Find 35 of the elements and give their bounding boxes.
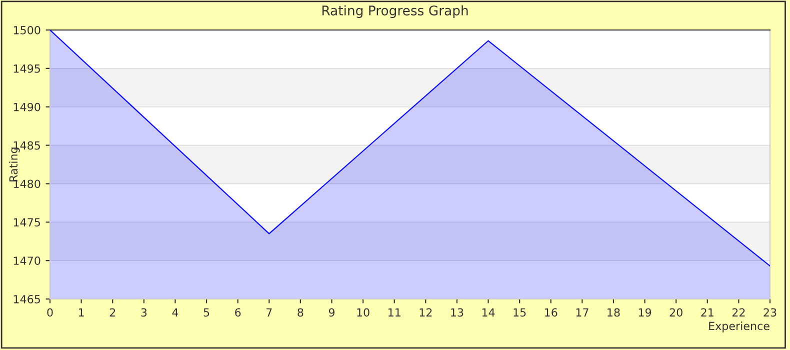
x-tick-label: 2: [110, 308, 116, 316]
y-tick-label: 1470: [14, 256, 40, 265]
x-tick-label: 20: [670, 308, 682, 317]
x-tick-label: 4: [172, 308, 178, 316]
x-tick-label: 17: [576, 308, 588, 316]
chart-title: Rating Progress Graph: [322, 5, 468, 18]
y-tick-label: 1485: [14, 141, 40, 150]
x-tick-label: 14: [482, 308, 495, 316]
y-tick-label: 1500: [14, 26, 40, 34]
x-tick-label: 23: [764, 308, 776, 317]
y-tick-label: 1480: [14, 180, 40, 188]
x-tick-label: 19: [638, 308, 652, 317]
x-axis-title: Experience: [709, 322, 770, 332]
y-tick-label: 1495: [14, 64, 40, 73]
x-tick-label: 16: [545, 308, 558, 317]
y-tick-label: 1465: [14, 294, 40, 304]
x-tick-label: 9: [328, 308, 334, 317]
x-tick-label: 3: [141, 308, 147, 317]
x-tick-label: 22: [732, 308, 745, 316]
x-tick-label: 18: [608, 308, 620, 317]
x-tick-label: 7: [266, 308, 272, 316]
x-tick-label: 11: [388, 308, 400, 316]
y-tick-label: 1475: [14, 218, 40, 227]
x-tick-label: 13: [451, 308, 464, 317]
x-tick-label: 1: [78, 308, 84, 316]
y-axis-title: Rating: [9, 148, 20, 182]
x-tick-label: 21: [701, 308, 714, 316]
x-tick-label: 0: [47, 308, 53, 317]
x-tick-label: 15: [514, 308, 526, 317]
x-tick-label: 12: [420, 308, 432, 316]
x-tick-label: 5: [204, 308, 210, 317]
x-tick-label: 6: [235, 308, 241, 317]
y-tick-label: 1490: [14, 102, 40, 112]
x-tick-label: 10: [357, 308, 370, 317]
x-tick-label: 8: [298, 308, 304, 317]
